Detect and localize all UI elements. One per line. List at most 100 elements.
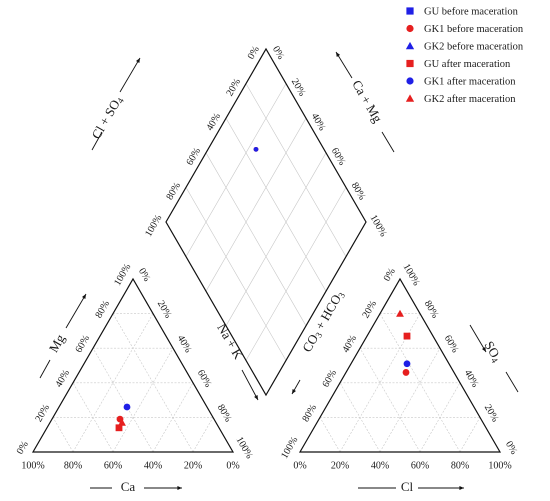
anion-triangle-grid-line [419,382,461,453]
nak-axis-arrow [241,369,259,401]
nak-axis-title: Na + K [214,321,246,362]
anion-data-point [403,360,411,368]
cation-bottom-tick-label: 20% [184,460,202,471]
cation-right-tick-label: 60% [195,368,214,389]
clso4-axis-line [91,131,103,151]
diamond-grid-line [205,152,307,326]
legend: GU before maceration GK1 before maceratio… [405,6,524,105]
cation-triangle-grid-line [192,417,214,453]
mg-axis-arrow [65,293,87,329]
anion-right-tick-label: 20% [482,403,501,424]
diamond-grid-line [205,118,307,292]
cation-triangle-grid-line [72,313,154,453]
anion-triangle-grid-line [339,382,381,453]
mg-axis-title: Mg [46,331,68,355]
anion-bottom-tick-label: 20% [331,460,349,471]
anion-triangle-grid-line [319,417,341,453]
cation-triangle-grid-line [152,382,194,453]
mg-axis-line [39,359,51,379]
plot-frames [31,47,502,453]
ca-axis-title: Ca [121,479,136,494]
legend-entry-label: GK2 before maceration [424,41,524,52]
axis-titles: Ca Mg Na + K Cl SO4 CO3 + HCO3 Cl + SO4 Ca + Mg [39,51,519,494]
anion-right-tick-label: 60% [442,333,461,354]
anion-bottom-tick-label: 80% [451,460,469,471]
diamond-right-tick-label: 20% [289,77,308,98]
co3hco3-axis-arrow-head [292,389,296,394]
cation-triangle-grid-line [112,313,194,453]
clso4-axis-arrow [119,57,141,93]
camg-axis-line [381,131,395,153]
cation-bottom-tick-label: 80% [64,460,82,471]
diamond-frame [165,47,367,397]
camg-axis-arrow [335,51,353,79]
anion-left-tick-label: 20% [360,299,379,320]
diamond-grid-line [185,83,287,257]
cation-left-tick-label: 60% [73,333,92,354]
legend-entry-label: GK2 after maceration [424,94,516,105]
cation-left-tick-label: 20% [33,403,52,424]
anion-left-tick-label: 40% [340,333,359,354]
anion-bottom-tick-label: 100% [488,460,511,471]
cation-bottom-tick-label: 100% [21,460,44,471]
anion-triangle-grid-line [459,417,481,453]
diamond-left-tick-label: 0% [246,44,262,61]
diamond-right-tick-label: 100% [368,213,389,239]
camg-axis-title: Ca + Mg [349,77,385,125]
cation-triangle-grid-line [92,348,154,453]
cation-right-tick-label: 100% [234,435,255,461]
anion-left-tick-label: 80% [300,403,319,424]
cation-bottom-tick-label: 40% [144,460,162,471]
anion-left-tick-label: 100% [279,435,300,461]
legend-marker [406,59,414,68]
legend-marker [406,7,414,15]
clso4-axis-arrow-head [135,58,140,63]
cation-right-tick-label: 20% [155,299,174,320]
diamond-left-tick-label: 100% [143,213,164,239]
co3hco3-axis-title: CO3 + HCO3 [299,287,347,355]
diamond-grid-line [185,187,287,361]
anion-data-point [402,369,410,376]
legend-entry-label: GK1 before maceration [424,24,524,35]
anion-right-tick-label: 100% [401,262,422,288]
legend-marker [405,41,415,50]
so4-axis-arrow-head [481,347,486,352]
clso4-axis-title: Cl + SO4 [88,93,126,142]
anion-data-point [396,309,404,317]
legend-marker [406,24,414,33]
diamond-left-tick-label: 80% [164,181,183,202]
anion-triangle-frame [298,277,502,453]
diamond-right-tick-label: 80% [349,181,368,202]
diamond-right-tick-label: 40% [309,111,328,132]
anion-data-point [403,332,411,340]
mg-axis-arrow-head [81,294,86,299]
grid-lines [52,83,481,453]
so4-axis-line [505,371,519,393]
cation-data-point [115,424,123,432]
cation-triangle-grid-line [52,417,74,453]
diamond-grid-line [245,83,347,257]
cation-triangle-grid-line [72,382,114,453]
cl-axis-title: Cl [401,479,414,494]
diamond-left-tick-label: 20% [224,77,243,98]
legend-entry-label: GU before maceration [424,6,519,17]
anion-right-tick-label: 40% [462,368,481,389]
diamond-left-tick-label: 60% [184,146,203,167]
cation-triangle-grid-line [112,348,174,453]
cation-right-tick-label: 40% [175,333,194,354]
diamond-right-tick-label: 0% [270,44,286,61]
anion-triangle-grid-line [359,348,421,453]
legend-marker [405,94,415,102]
cation-triangle-frame [31,277,235,453]
diamond-right-tick-label: 60% [329,146,348,167]
cation-right-tick-label: 0% [136,266,152,283]
anion-left-tick-label: 60% [320,368,339,389]
anion-triangle-grid-line [379,348,441,453]
nak-axis-arrow-head [254,395,258,400]
anion-triangle-grid-line [379,313,461,453]
diamond-data-point [253,146,259,152]
anion-bottom-tick-label: 60% [411,460,429,471]
legend-entry-label: GU after maceration [424,59,511,70]
cation-data-point [123,403,131,411]
